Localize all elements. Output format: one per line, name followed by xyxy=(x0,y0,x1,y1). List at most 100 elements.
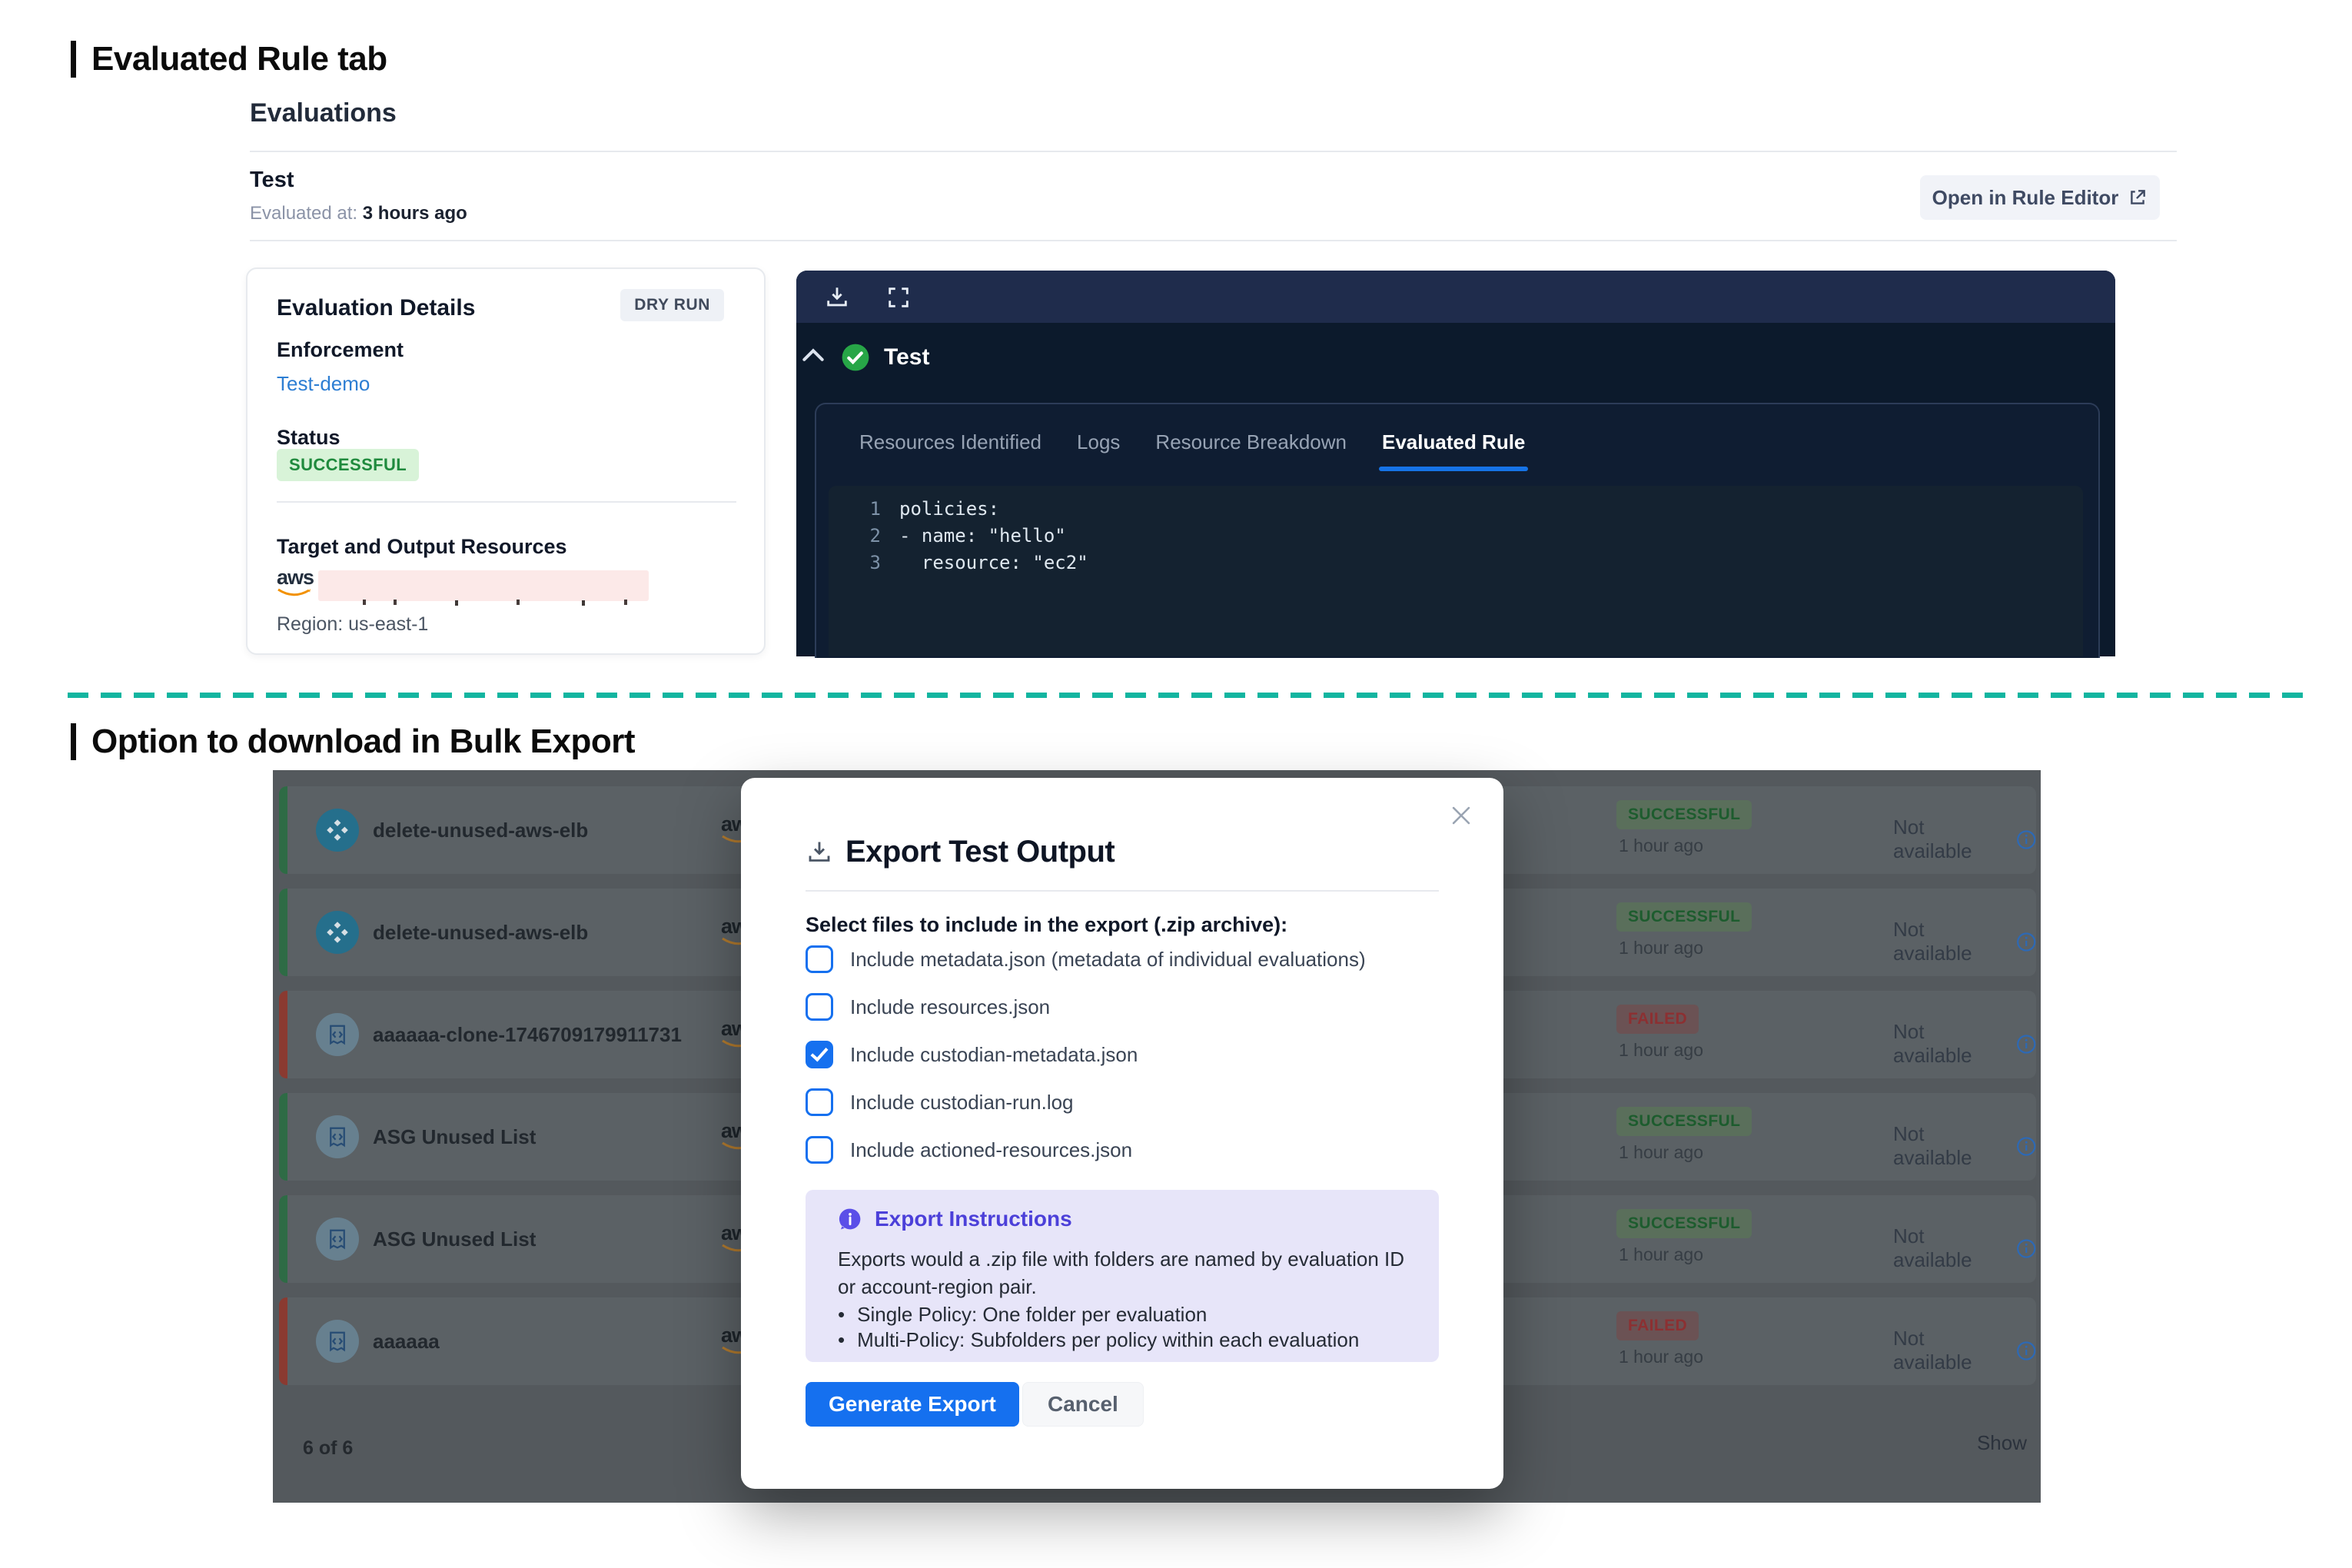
option-label: Include actioned-resources.json xyxy=(850,1138,1133,1161)
row-status-badge: SUCCESSFUL xyxy=(1616,902,1752,932)
enforcement-label: Enforcement xyxy=(277,338,404,361)
divider xyxy=(250,151,2177,152)
divider xyxy=(806,890,1439,892)
checkbox[interactable] xyxy=(806,993,833,1021)
row-availability: Not available xyxy=(1893,1122,2036,1170)
instructions-bullets: Single Policy: One folder per evaluation… xyxy=(838,1302,1422,1353)
row-status-badge: SUCCESSFUL xyxy=(1616,800,1752,829)
policy-grid-icon xyxy=(316,911,359,954)
row-status-bar xyxy=(279,991,287,1078)
checkbox[interactable] xyxy=(806,1136,833,1164)
tab-resources-identified[interactable]: Resources Identified xyxy=(859,430,1042,453)
checkbox[interactable] xyxy=(806,1041,833,1068)
code-editor[interactable]: 1 policies: 2- name: "hello" 3 resource: … xyxy=(829,486,2083,656)
row-time: 1 hour ago xyxy=(1619,1244,1703,1264)
generate-export-button[interactable]: Generate Export xyxy=(806,1382,1019,1427)
row-time: 1 hour ago xyxy=(1619,835,1703,855)
row-status-badge: SUCCESSFUL xyxy=(1616,1209,1752,1238)
option-include-actioned-resources[interactable]: Include actioned-resources.json xyxy=(806,1136,1133,1164)
download-icon[interactable] xyxy=(824,284,850,311)
option-include-metadata[interactable]: Include metadata.json (metadata of indiv… xyxy=(806,945,1366,973)
dry-run-badge: DRY RUN xyxy=(620,289,724,321)
section-title: Option to download in Bulk Export xyxy=(91,723,636,760)
evaluations-title: Evaluations xyxy=(250,98,397,128)
dashed-section-divider xyxy=(68,693,2312,698)
evaluated-at-label: Evaluated at: xyxy=(250,203,358,224)
row-status-badge: SUCCESSFUL xyxy=(1616,1107,1752,1136)
option-label: Include custodian-metadata.json xyxy=(850,1042,1138,1066)
row-name: delete-unused-aws-elb xyxy=(373,921,589,944)
show-per-page[interactable]: Show xyxy=(1976,1431,2027,1454)
row-availability: Not available xyxy=(1893,918,2036,965)
code-line: 1 policies: xyxy=(869,498,1000,520)
bullet-item: Single Policy: One folder per evaluation xyxy=(838,1302,1422,1327)
status-badge: SUCCESSFUL xyxy=(277,449,420,481)
tab-resource-breakdown[interactable]: Resource Breakdown xyxy=(1155,430,1347,453)
option-label: Include resources.json xyxy=(850,995,1051,1018)
row-status-bar xyxy=(279,1093,287,1181)
row-name: delete-unused-aws-elb xyxy=(373,819,589,842)
fullscreen-icon[interactable] xyxy=(885,284,912,311)
viewer-group-title: Test xyxy=(884,344,930,370)
open-in-rule-editor-button[interactable]: Open in Rule Editor xyxy=(1920,175,2160,220)
instructions-body: Exports would a .zip file with folders a… xyxy=(838,1247,1405,1298)
divider xyxy=(250,240,2177,241)
heading-bar xyxy=(71,723,76,760)
option-include-custodian-metadata[interactable]: Include custodian-metadata.json xyxy=(806,1041,1138,1068)
info-icon[interactable] xyxy=(2016,1238,2037,1259)
row-name: aaaaaa xyxy=(373,1330,440,1353)
code-file-icon xyxy=(316,1218,359,1261)
instructions-header: Export Instructions xyxy=(838,1207,1072,1231)
row-time: 1 hour ago xyxy=(1619,938,1703,958)
row-status-badge: FAILED xyxy=(1616,1311,1699,1340)
checkbox[interactable] xyxy=(806,1088,833,1116)
redacted-resource-value xyxy=(318,570,649,601)
code-file-icon xyxy=(316,1320,359,1363)
export-instructions-box: Export Instructions Exports would a .zip… xyxy=(806,1190,1439,1362)
row-availability: Not available xyxy=(1893,1224,2036,1272)
info-icon[interactable] xyxy=(2016,932,2037,952)
modal-title: Export Test Output xyxy=(845,835,1115,869)
card-title: Evaluation Details xyxy=(277,295,476,321)
info-icon[interactable] xyxy=(2016,1136,2037,1157)
close-icon[interactable] xyxy=(1448,802,1474,829)
info-icon[interactable] xyxy=(2016,1034,2037,1055)
option-include-custodian-run-log[interactable]: Include custodian-run.log xyxy=(806,1088,1074,1116)
row-time: 1 hour ago xyxy=(1619,1347,1703,1367)
row-time: 1 hour ago xyxy=(1619,1142,1703,1162)
evaluated-at: Evaluated at: 3 hours ago xyxy=(250,203,467,224)
tab-evaluated-rule[interactable]: Evaluated Rule xyxy=(1378,430,1529,471)
target-resources-label: Target and Output Resources xyxy=(277,535,567,558)
modal-header: Export Test Output xyxy=(806,835,1115,869)
open-in-rule-editor-label: Open in Rule Editor xyxy=(1932,185,2119,209)
row-name: ASG Unused List xyxy=(373,1227,537,1251)
section-heading-bulk-export: Option to download in Bulk Export xyxy=(71,723,636,761)
option-label: Include custodian-run.log xyxy=(850,1090,1074,1114)
cancel-button[interactable]: Cancel xyxy=(1022,1382,1144,1427)
row-status-badge: FAILED xyxy=(1616,1005,1699,1034)
check-circle-icon xyxy=(842,344,869,371)
export-test-output-modal: Export Test Output Select files to inclu… xyxy=(741,778,1503,1489)
bullet-item: Multi-Policy: Subfolders per policy with… xyxy=(838,1327,1422,1353)
row-availability: Not available xyxy=(1893,816,2036,863)
aws-logo: aws xyxy=(277,567,314,596)
evaluation-name: Test xyxy=(250,168,294,192)
tab-logs[interactable]: Logs xyxy=(1077,430,1121,453)
row-status-bar xyxy=(279,1297,287,1385)
option-include-resources[interactable]: Include resources.json xyxy=(806,993,1051,1021)
enforcement-link[interactable]: Test-demo xyxy=(277,372,370,395)
chevron-up-icon[interactable] xyxy=(802,347,824,363)
row-status-bar xyxy=(279,1195,287,1283)
select-files-label: Select files to include in the export (.… xyxy=(806,913,1288,936)
info-icon[interactable] xyxy=(2016,829,2037,850)
evaluation-details-card: Evaluation Details DRY RUN Enforcement T… xyxy=(246,267,766,655)
checkbox[interactable] xyxy=(806,945,833,973)
code-file-icon xyxy=(316,1115,359,1158)
status-label: Status xyxy=(277,426,341,449)
redacted-text-fragments xyxy=(363,600,366,605)
region-value: Region: us-east-1 xyxy=(277,613,429,635)
info-icon[interactable] xyxy=(2016,1340,2037,1361)
divider xyxy=(277,501,736,503)
row-name: aaaaaa-clone-1746709179911731 xyxy=(373,1023,682,1046)
